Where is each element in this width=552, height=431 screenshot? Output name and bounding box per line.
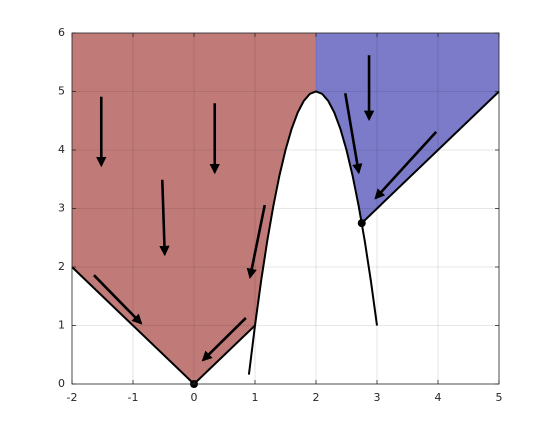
x-tick-label: 1 bbox=[252, 391, 259, 404]
y-tick-label: 4 bbox=[58, 143, 65, 156]
curve bbox=[361, 90, 500, 224]
curve bbox=[247, 90, 378, 375]
arrow bbox=[159, 179, 170, 257]
x-tick-label: -1 bbox=[128, 391, 139, 404]
y-tick-label: 3 bbox=[58, 202, 65, 215]
x-tick-label: 2 bbox=[313, 391, 320, 404]
x-tick-label: -2 bbox=[67, 391, 78, 404]
y-tick-label: 5 bbox=[58, 85, 65, 98]
x-tick-label: 4 bbox=[435, 391, 442, 404]
y-tick-label: 0 bbox=[58, 377, 65, 390]
y-tick-label: 2 bbox=[58, 260, 65, 273]
region bbox=[72, 33, 316, 384]
region bbox=[316, 33, 499, 224]
arrow bbox=[93, 274, 143, 325]
arrow bbox=[343, 93, 363, 175]
arrow bbox=[246, 204, 267, 279]
x-tick-label: 5 bbox=[496, 391, 503, 404]
arrow bbox=[201, 316, 247, 362]
y-tick-label: 1 bbox=[58, 319, 65, 332]
x-tick-label: 3 bbox=[374, 391, 381, 404]
point bbox=[357, 219, 366, 228]
x-tick-label: 0 bbox=[191, 391, 198, 404]
arrow bbox=[374, 130, 438, 200]
y-tick-label: 6 bbox=[58, 26, 65, 39]
